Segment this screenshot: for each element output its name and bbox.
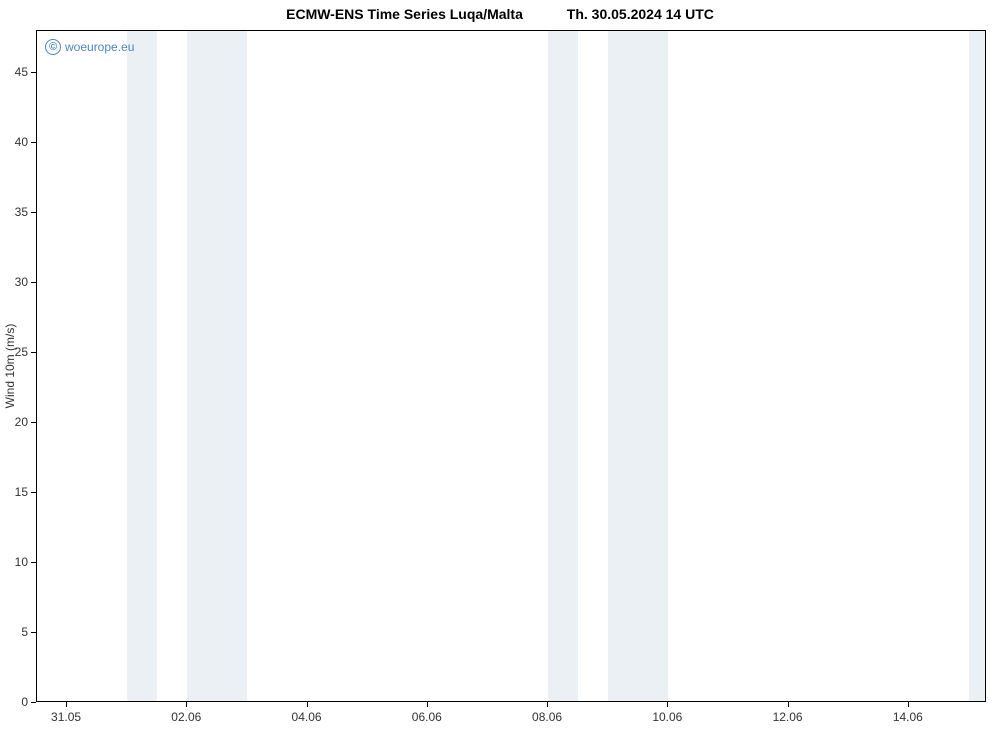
- x-tick: [667, 702, 668, 707]
- x-tick: [788, 702, 789, 707]
- y-tick: [31, 632, 36, 633]
- y-tick: [31, 282, 36, 283]
- y-tick: [31, 212, 36, 213]
- x-tick: [908, 702, 909, 707]
- y-tick-label: 35: [0, 205, 28, 219]
- y-tick-label: 45: [0, 65, 28, 79]
- x-tick: [547, 702, 548, 707]
- x-tick: [307, 702, 308, 707]
- y-tick: [31, 142, 36, 143]
- x-tick-label: 14.06: [893, 710, 923, 724]
- x-tick: [66, 702, 67, 707]
- chart-title-left: ECMW-ENS Time Series Luqa/Malta: [286, 6, 523, 22]
- chart-title: ECMW-ENS Time Series Luqa/Malta Th. 30.0…: [0, 6, 1000, 22]
- y-tick-label: 5: [0, 625, 28, 639]
- y-tick: [31, 72, 36, 73]
- y-tick-label: 30: [0, 275, 28, 289]
- y-tick: [31, 352, 36, 353]
- x-tick-label: 31.05: [51, 710, 81, 724]
- y-tick-label: 0: [0, 695, 28, 709]
- x-tick-label: 08.06: [532, 710, 562, 724]
- x-tick-label: 04.06: [292, 710, 322, 724]
- weekend-band: [548, 31, 578, 701]
- chart-container: { "title": { "left": "ECMW-ENS Time Seri…: [0, 0, 1000, 733]
- chart-title-right: Th. 30.05.2024 14 UTC: [567, 6, 714, 22]
- y-tick-label: 20: [0, 415, 28, 429]
- x-tick-label: 10.06: [652, 710, 682, 724]
- x-tick: [427, 702, 428, 707]
- y-axis-title: Wind 10m (m/s): [3, 324, 17, 409]
- weekend-band: [969, 31, 986, 701]
- y-tick-label: 40: [0, 135, 28, 149]
- x-tick-label: 02.06: [171, 710, 201, 724]
- weekend-band: [127, 31, 157, 701]
- x-tick-label: 12.06: [773, 710, 803, 724]
- y-tick-label: 15: [0, 485, 28, 499]
- y-tick: [31, 702, 36, 703]
- x-tick-label: 06.06: [412, 710, 442, 724]
- y-tick: [31, 562, 36, 563]
- watermark-text: woeurope.eu: [65, 40, 134, 54]
- plot-area: © woeurope.eu: [36, 30, 986, 702]
- x-tick: [186, 702, 187, 707]
- y-tick-label: 25: [0, 345, 28, 359]
- weekend-band: [187, 31, 247, 701]
- watermark: © woeurope.eu: [45, 39, 134, 55]
- copyright-icon: ©: [45, 39, 61, 55]
- weekend-band: [608, 31, 668, 701]
- y-tick: [31, 492, 36, 493]
- y-tick: [31, 422, 36, 423]
- y-tick-label: 10: [0, 555, 28, 569]
